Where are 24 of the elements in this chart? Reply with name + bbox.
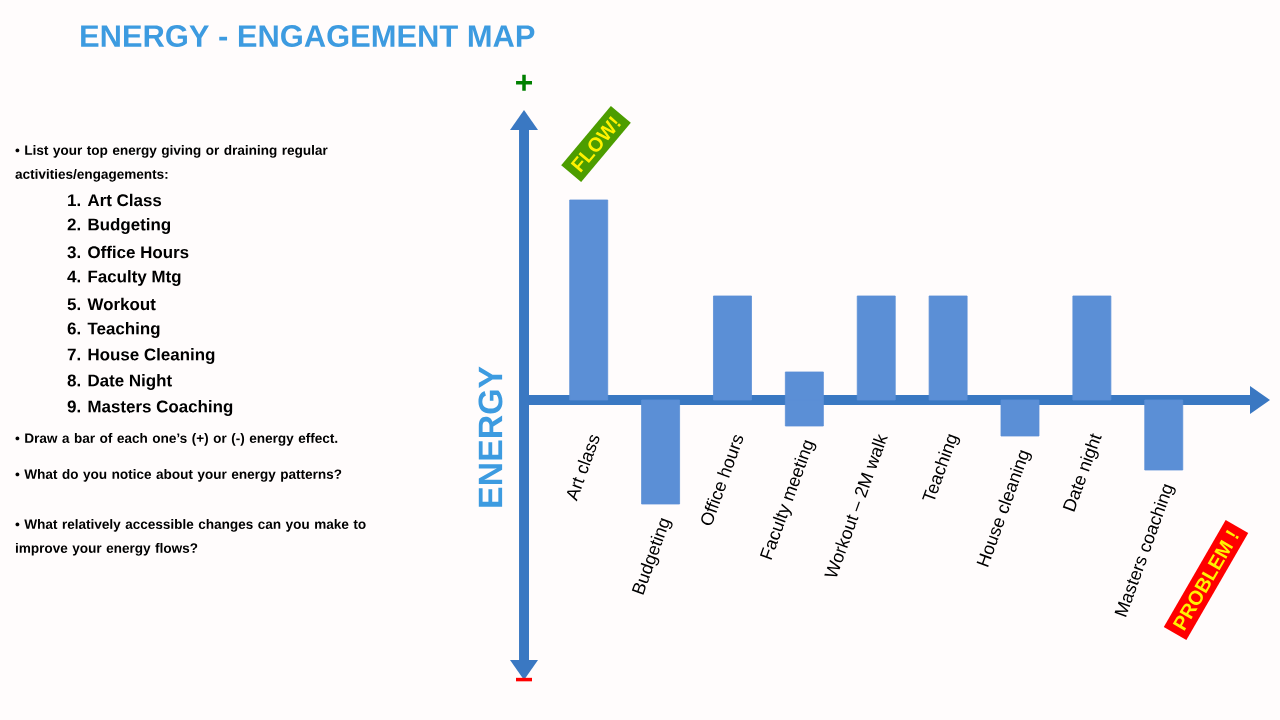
text: − — [516, 677, 533, 682]
text: 3. Office Hours — [67, 245, 189, 259]
text: + — [516, 74, 533, 91]
text: 5. Workout — [67, 297, 156, 311]
bar — [928, 295, 968, 401]
bar — [1000, 399, 1040, 437]
x-tick-label: Date night — [1062, 433, 1102, 512]
text: 4. Faculty Mtg — [67, 270, 181, 286]
x-tick-label: Art class — [566, 435, 600, 502]
y-axis-title: ENERGY — [478, 366, 503, 507]
bar — [641, 399, 680, 505]
chart-title: ENERGY - ENGAGEMENT MAP — [81, 25, 535, 47]
text: 8. Date Night — [67, 374, 172, 390]
bar — [856, 295, 896, 401]
x-tick-label: Office hours — [701, 435, 744, 525]
bar — [1072, 295, 1112, 401]
bar — [569, 199, 609, 401]
text: 1. Art Class — [68, 193, 162, 207]
text: 7. House Cleaning — [67, 348, 215, 364]
text: 9. Masters Coaching — [67, 400, 233, 416]
bar — [1144, 399, 1184, 471]
text: 2. Budgeting — [67, 218, 171, 234]
bar — [713, 295, 752, 401]
text: 6. Teaching — [67, 322, 160, 338]
